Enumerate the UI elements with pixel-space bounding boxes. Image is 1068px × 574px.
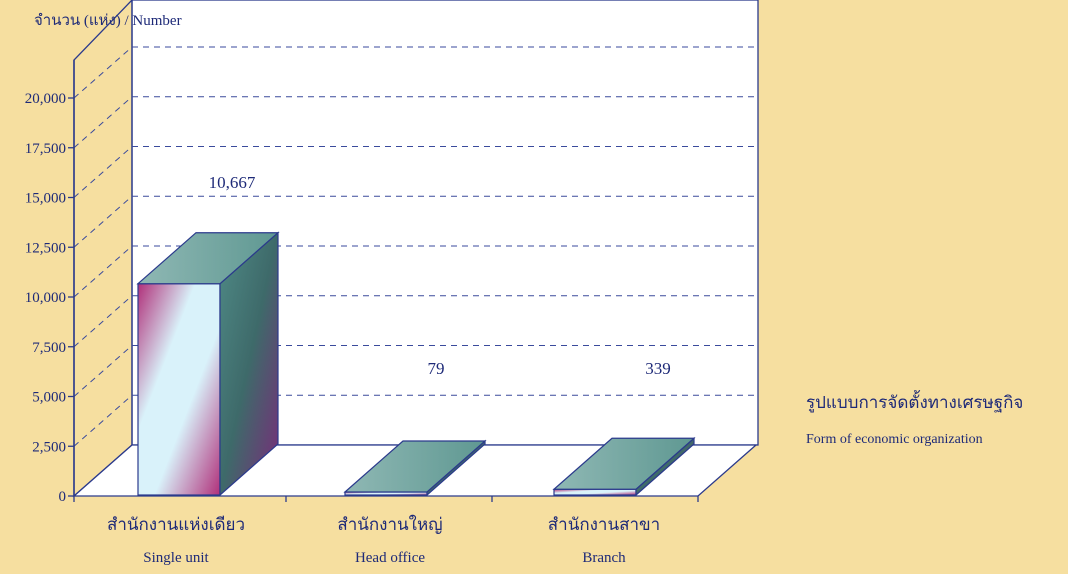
x-axis-title: รูปแบบการจัดตั้งทางเศรษฐกิจ xyxy=(806,390,1023,413)
y-tick-label: 5,000 xyxy=(32,390,66,406)
y-tick-label: 0 xyxy=(59,489,67,505)
value-label: 79 xyxy=(428,359,445,378)
bar-top xyxy=(136,232,280,285)
bar-front xyxy=(553,488,637,496)
gridline-left xyxy=(73,146,133,198)
y-tick-label: 12,500 xyxy=(25,240,66,256)
gridline-left xyxy=(73,245,133,298)
bars xyxy=(136,231,696,497)
category-label-th: สำนักงานแห่งเดียว xyxy=(107,515,245,534)
y-tick-label: 15,000 xyxy=(25,191,66,207)
category-labels: สำนักงานแห่งเดียว Single unit สำนักงานใหญ่… xyxy=(107,514,660,566)
gridline-left xyxy=(73,394,133,447)
bar-front xyxy=(137,283,221,496)
category-label-en: Single unit xyxy=(143,550,209,566)
gridline-left xyxy=(73,295,133,348)
axes xyxy=(68,60,699,502)
value-labels: 10,667 79 339 xyxy=(209,173,671,378)
bar-top xyxy=(343,440,487,493)
gridline-left xyxy=(73,345,133,397)
y-tick-label: 7,500 xyxy=(32,340,66,356)
y-tick-label: 2,500 xyxy=(32,439,66,455)
y-tick-label: 20,000 xyxy=(25,91,66,107)
category-label-th: สำนักงานใหญ่ xyxy=(337,514,442,534)
y-axis-title: จำนวน (แห่ง) / Number xyxy=(34,12,182,29)
gridline-left xyxy=(73,46,133,99)
value-label: 10,667 xyxy=(209,173,256,192)
category-label-en: Head office xyxy=(355,550,425,566)
y-tick-label: 17,500 xyxy=(25,141,66,157)
gridline-left xyxy=(73,195,133,248)
gridlines xyxy=(73,46,758,447)
gridline-left xyxy=(73,96,133,149)
left-wall xyxy=(73,0,133,498)
x-axis-title-en: Form of economic organization xyxy=(806,432,983,447)
category-label-en: Branch xyxy=(582,550,626,566)
y-tick-label: 10,000 xyxy=(25,290,66,306)
value-label: 339 xyxy=(645,359,671,378)
y-tick-labels: 0 2,500 5,000 7,500 10,000 12,500 15,000 17,500… xyxy=(25,91,66,505)
category-label-th: สำนักงานสาขา xyxy=(548,515,660,534)
bar-top xyxy=(552,437,696,490)
